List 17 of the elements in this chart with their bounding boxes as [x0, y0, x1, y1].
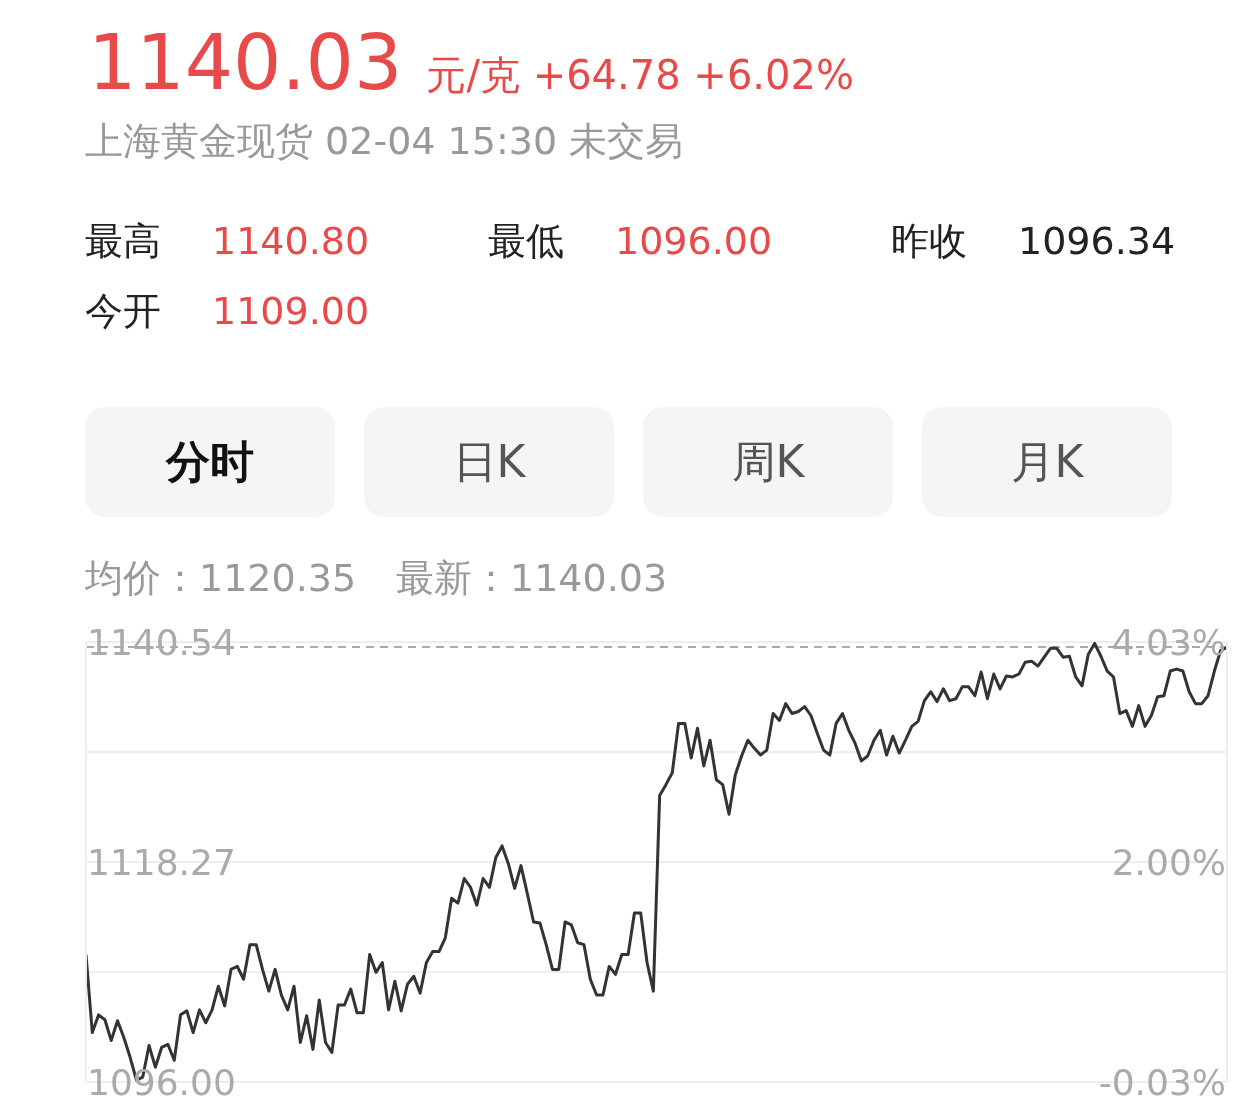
- tab-button: 分时: [85, 407, 335, 517]
- chart-subtitle: 上海黄金现货 02-04 15:30 未交易: [85, 118, 684, 165]
- y2-tick-label: -0.03%: [1098, 1062, 1226, 1103]
- text: 最低 1096.00: [488, 219, 773, 263]
- text: 均价：1120.35: [85, 555, 357, 602]
- tab-button: 日K: [364, 407, 614, 517]
- y2-tick-label: 4.03%: [1111, 622, 1226, 663]
- text: 最新：1140.03: [396, 555, 668, 602]
- chart-title: 1140.03 元/克 +64.78 +6.02%: [88, 18, 854, 107]
- tab-button: 周K: [643, 407, 893, 517]
- y2-tick-label: 2.00%: [1111, 842, 1226, 883]
- y-tick-label: 1096.00: [87, 1062, 236, 1103]
- text: 今开 1109.00: [85, 289, 370, 333]
- text: 昨收 1096.34: [891, 219, 1176, 263]
- y-tick-label: 1118.27: [87, 842, 236, 883]
- text: 最高 1140.80: [85, 219, 370, 263]
- tab-button: 月K: [922, 407, 1172, 517]
